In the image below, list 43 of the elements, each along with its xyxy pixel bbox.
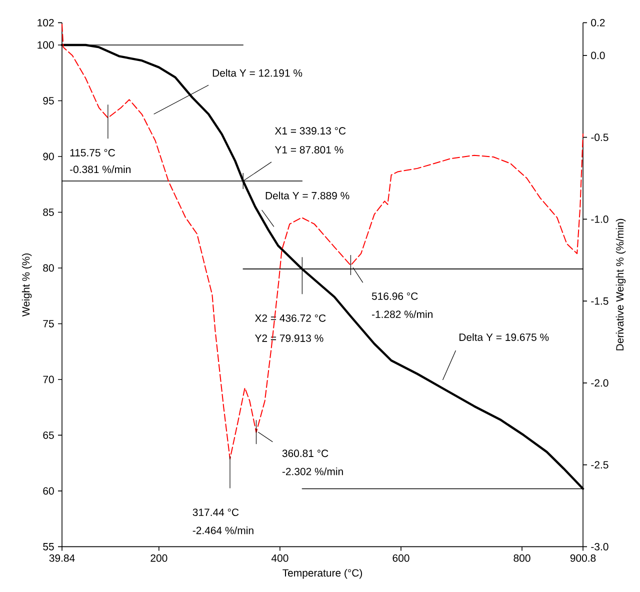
annotation: X1 = 339.13 °C <box>274 127 346 135</box>
x-axis-title: Temperature (°C) <box>282 568 362 579</box>
y2-tick-label: 0.2 <box>591 19 605 26</box>
annotation: 360.81 °C <box>282 450 328 458</box>
annotation: Delta Y = 19.675 % <box>460 333 549 341</box>
y-tick-label: 65 <box>43 432 54 439</box>
x-tick-label: 800 <box>514 554 530 562</box>
annotation: -2.302 %/min <box>282 468 343 476</box>
y-axis-title: Weight % (%) <box>22 253 32 317</box>
y-tick-label: 85 <box>43 208 54 216</box>
annotation: -2.464 %/min <box>192 526 254 534</box>
y-tick-label: 95 <box>43 97 54 104</box>
y-tick-label: 55 <box>43 543 54 550</box>
y2-tick-label: -2.5 <box>591 461 608 469</box>
y2-axis-title: Derivative Weight % (%/min) <box>616 218 626 350</box>
y-tick-label: 100 <box>38 41 54 49</box>
y2-tick-label: -1.0 <box>591 216 608 223</box>
y-tick-label: 60 <box>43 487 54 495</box>
x-tick-label: 39.84 <box>49 554 75 562</box>
annotation: Y1 = 87.801 % <box>274 146 344 154</box>
y-tick-label: 90 <box>43 152 54 160</box>
y2-tick-label: -3.0 <box>591 543 608 550</box>
annotation: Y2 = 79.913 % <box>254 334 324 342</box>
x-tick-label: 400 <box>271 554 288 562</box>
y-tick-label: 80 <box>43 264 54 272</box>
annotation: X2 = 436.72 °C <box>254 314 326 322</box>
y2-tick-label: 0.0 <box>591 52 605 60</box>
y-tick-label: 70 <box>43 376 54 384</box>
y2-tick-label: -0.5 <box>591 134 608 142</box>
y2-tick-label: -1.5 <box>591 297 608 305</box>
x-tick-label: 900.8 <box>570 554 596 562</box>
annotation: 317.44 °C <box>192 508 239 516</box>
annotation: 115.75 °C <box>70 149 116 156</box>
y2-tick-label: -2.0 <box>591 379 608 387</box>
x-tick-label: 600 <box>392 554 410 562</box>
annotation: -1.282 %/min <box>372 310 432 318</box>
y-tick-label: 102 <box>38 19 54 26</box>
annotation: -0.381 %/min <box>70 165 130 174</box>
y-tick-label: 75 <box>43 320 54 328</box>
annotation: 516.96 °C <box>372 292 418 300</box>
annotation: Delta Y = 7.889 % <box>266 192 350 200</box>
annotation: Delta Y = 12.191 % <box>212 69 302 77</box>
x-tick-label: 200 <box>150 554 168 562</box>
